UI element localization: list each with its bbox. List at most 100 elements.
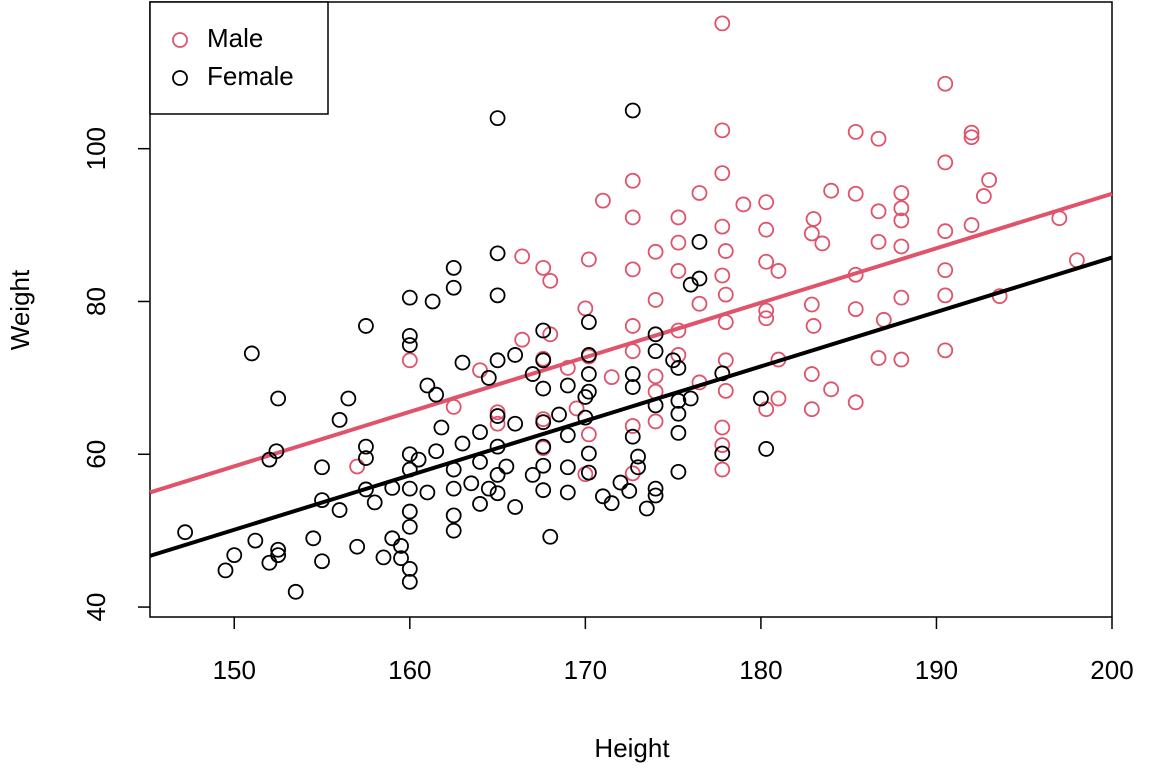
point <box>937 75 954 92</box>
point <box>612 474 629 491</box>
point <box>717 286 734 303</box>
point <box>217 562 234 579</box>
point <box>714 445 731 462</box>
point <box>753 390 769 407</box>
point <box>410 451 427 468</box>
point <box>445 480 462 497</box>
point <box>401 327 418 344</box>
point <box>714 267 731 284</box>
point <box>823 182 840 199</box>
point <box>401 573 418 590</box>
point <box>358 438 374 455</box>
point <box>758 194 775 211</box>
point <box>714 461 731 478</box>
point <box>803 366 820 382</box>
point <box>177 524 194 541</box>
point <box>507 347 524 363</box>
point <box>621 483 638 499</box>
point <box>670 405 687 422</box>
point <box>624 172 641 189</box>
point <box>670 360 687 376</box>
point <box>535 322 552 339</box>
point <box>682 390 699 407</box>
point <box>595 192 611 209</box>
point <box>454 354 471 371</box>
point <box>647 413 664 430</box>
point <box>714 15 731 32</box>
x-tick-label: 190 <box>915 655 958 685</box>
point <box>691 185 708 201</box>
point <box>647 368 664 385</box>
point <box>624 428 641 445</box>
point <box>445 259 462 276</box>
plot-frame <box>149 1 1113 618</box>
point <box>975 188 992 204</box>
point <box>803 296 820 313</box>
point <box>314 553 330 570</box>
regression-line <box>149 191 1113 495</box>
point <box>559 459 576 476</box>
point <box>384 530 401 547</box>
point <box>247 532 264 549</box>
point <box>489 245 506 262</box>
point <box>559 427 576 444</box>
point <box>758 221 775 238</box>
point <box>489 415 506 432</box>
point <box>401 337 418 353</box>
point <box>647 480 664 497</box>
point <box>670 234 687 251</box>
point <box>580 314 597 331</box>
point <box>630 459 646 476</box>
point <box>489 467 506 483</box>
point <box>472 496 488 512</box>
point <box>714 419 731 436</box>
point <box>445 522 462 539</box>
point <box>551 406 567 423</box>
point <box>624 318 641 334</box>
point <box>424 293 441 310</box>
point <box>691 233 708 250</box>
point <box>270 541 287 558</box>
point <box>577 300 594 317</box>
point <box>480 369 497 386</box>
point <box>893 289 910 306</box>
point <box>670 347 687 363</box>
point <box>647 487 664 504</box>
point <box>647 343 664 360</box>
y-tick-label: 60 <box>81 440 111 469</box>
point <box>524 366 541 382</box>
point <box>514 331 531 348</box>
point <box>331 502 348 518</box>
point <box>580 366 597 382</box>
point <box>401 289 418 306</box>
point <box>287 583 304 600</box>
point <box>498 458 515 475</box>
point <box>489 404 506 421</box>
point <box>624 343 641 360</box>
point <box>514 248 531 265</box>
point <box>433 419 450 436</box>
point <box>445 507 462 524</box>
point <box>580 251 597 268</box>
point <box>270 390 287 407</box>
point <box>445 279 462 296</box>
point <box>937 342 954 359</box>
point <box>261 451 278 468</box>
x-tick-label: 180 <box>739 655 782 685</box>
point <box>963 217 980 233</box>
point <box>963 124 980 141</box>
point <box>401 503 418 520</box>
regression-line <box>149 255 1113 558</box>
y-tick-label: 100 <box>81 127 111 170</box>
point <box>507 415 524 432</box>
point <box>758 253 775 270</box>
point <box>805 318 822 334</box>
legend-label: Male <box>207 23 263 53</box>
point <box>647 243 664 260</box>
point <box>261 554 278 571</box>
point <box>647 292 664 308</box>
point <box>524 467 541 483</box>
point <box>401 518 418 535</box>
point <box>349 458 366 475</box>
